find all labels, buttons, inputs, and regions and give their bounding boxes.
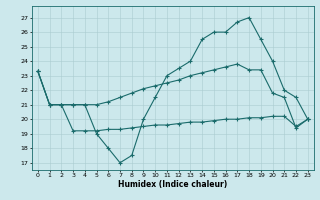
X-axis label: Humidex (Indice chaleur): Humidex (Indice chaleur)	[118, 180, 228, 189]
